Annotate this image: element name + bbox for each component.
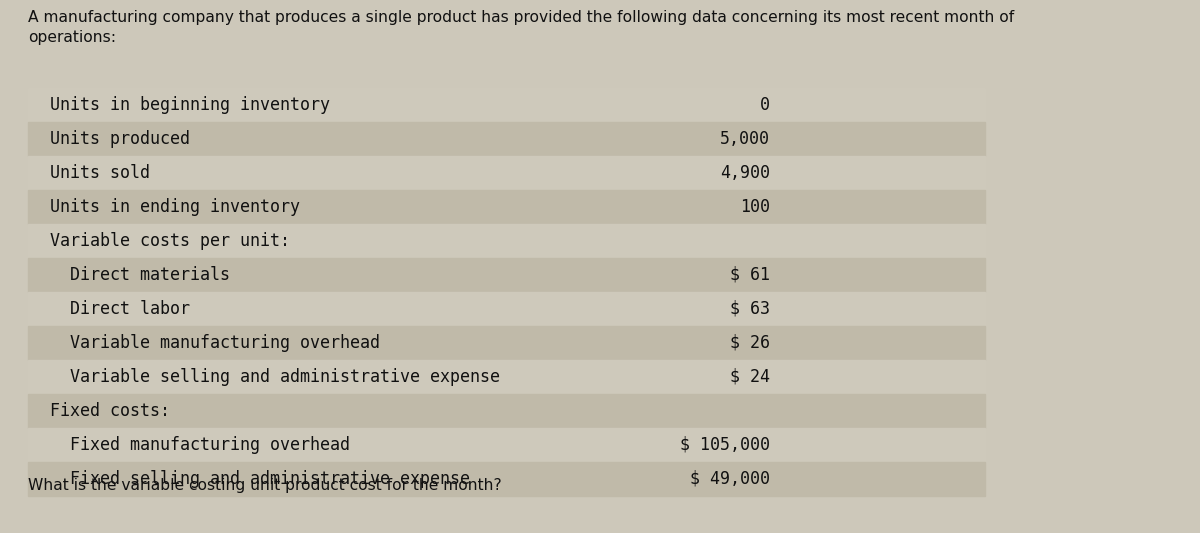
Bar <box>28 156 985 190</box>
Bar <box>28 224 985 258</box>
Text: Fixed manufacturing overhead: Fixed manufacturing overhead <box>50 436 350 454</box>
Text: Fixed selling and administrative expense: Fixed selling and administrative expense <box>50 470 470 488</box>
Text: operations:: operations: <box>28 30 116 45</box>
Text: Variable costs per unit:: Variable costs per unit: <box>50 232 290 250</box>
Text: $ 105,000: $ 105,000 <box>680 436 770 454</box>
Bar <box>28 462 985 496</box>
Text: Units in beginning inventory: Units in beginning inventory <box>50 96 330 114</box>
Text: $ 49,000: $ 49,000 <box>690 470 770 488</box>
Text: Units in ending inventory: Units in ending inventory <box>50 198 300 216</box>
Text: Fixed costs:: Fixed costs: <box>50 402 170 420</box>
Text: $ 24: $ 24 <box>730 368 770 386</box>
Bar <box>28 292 985 326</box>
Bar <box>28 394 985 428</box>
Text: Variable selling and administrative expense: Variable selling and administrative expe… <box>50 368 500 386</box>
Text: Variable manufacturing overhead: Variable manufacturing overhead <box>50 334 380 352</box>
Text: What is the variable costing unit product cost for the month?: What is the variable costing unit produc… <box>28 478 502 493</box>
Bar <box>28 360 985 394</box>
Text: 0: 0 <box>760 96 770 114</box>
Text: Direct materials: Direct materials <box>50 266 230 284</box>
Text: Units produced: Units produced <box>50 130 190 148</box>
Bar <box>28 428 985 462</box>
Text: $ 63: $ 63 <box>730 300 770 318</box>
Text: $ 61: $ 61 <box>730 266 770 284</box>
Text: 100: 100 <box>740 198 770 216</box>
Bar <box>28 258 985 292</box>
Bar <box>28 88 985 122</box>
Bar <box>28 190 985 224</box>
Bar <box>28 326 985 360</box>
Text: 4,900: 4,900 <box>720 164 770 182</box>
Text: $ 26: $ 26 <box>730 334 770 352</box>
Text: Units sold: Units sold <box>50 164 150 182</box>
Text: Direct labor: Direct labor <box>50 300 190 318</box>
Text: 5,000: 5,000 <box>720 130 770 148</box>
Text: A manufacturing company that produces a single product has provided the followin: A manufacturing company that produces a … <box>28 10 1014 25</box>
Bar <box>28 122 985 156</box>
